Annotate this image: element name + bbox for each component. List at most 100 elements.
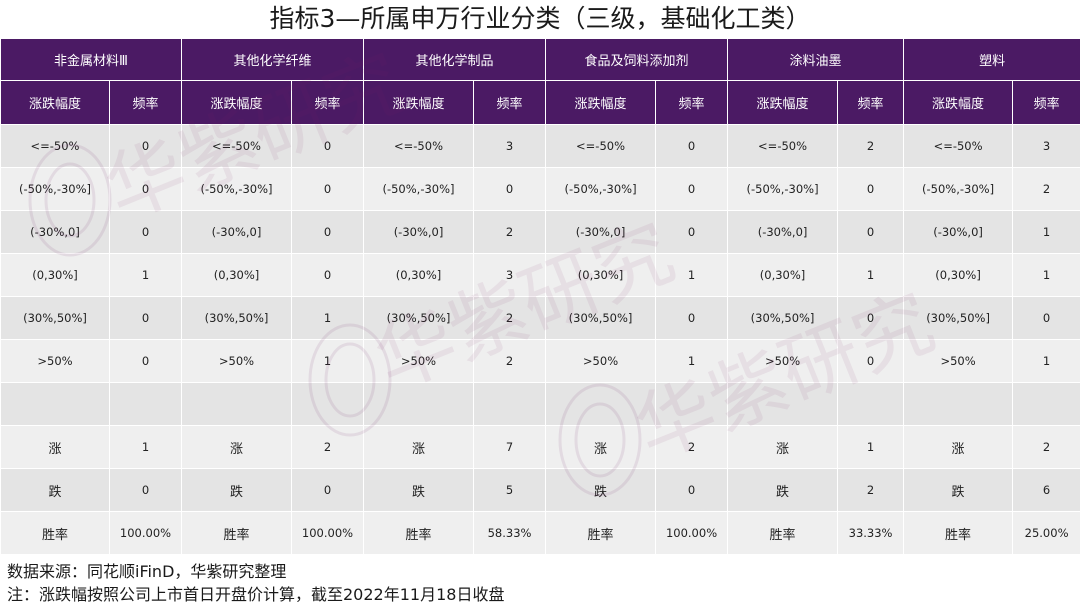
range-cell: (-30%,0]: [181, 210, 292, 254]
summary-label: 胜率: [363, 511, 475, 555]
freq-cell: 1: [1012, 253, 1080, 297]
freq-header: 频率: [109, 80, 182, 125]
summary-value: 6: [1012, 468, 1080, 512]
summary-label: 涨: [181, 425, 292, 469]
empty-cell: [181, 382, 292, 426]
range-cell: <=-50%: [363, 124, 475, 168]
range-header: 涨跌幅度: [0, 80, 110, 125]
table-row: (0,30%] 1 (0,30%] 0 (0,30%] 3 (0,30%] 1 (0,30%] 1…: [0, 253, 1080, 297]
empty-cell: [473, 382, 547, 426]
range-cell: (30%,50%]: [903, 296, 1014, 340]
freq-cell: 3: [473, 253, 547, 297]
range-cell: (-50%,-30%]: [903, 167, 1014, 211]
summary-value: 100.00%: [109, 511, 182, 555]
summary-value: 100.00%: [290, 511, 365, 555]
range-cell: >50%: [0, 339, 110, 383]
table-row: (30%,50%] 0 (30%,50%] 1 (30%,50%] 2 (30%,50%] 0…: [0, 296, 1080, 340]
subheader-row: 涨跌幅度 频率 涨跌幅度 频率 涨跌幅度 频率 涨跌幅度 频率 涨跌幅度 频率 涨跌幅度 频率: [0, 80, 1080, 125]
empty-cell: [727, 382, 839, 426]
range-cell: >50%: [545, 339, 657, 383]
range-cell: >50%: [727, 339, 839, 383]
summary-label: 涨: [0, 425, 110, 469]
freq-cell: 1: [837, 253, 905, 297]
freq-cell: 0: [837, 167, 905, 211]
industry-table: 非金属材料Ⅲ 其他化学纤维 其他化学制品 食品及饲料添加剂 涂料油墨 塑料 涨跌幅度 频率 涨跌…: [0, 38, 1080, 555]
freq-cell: 2: [473, 339, 547, 383]
source-note: 数据来源：同花顺iFinD，华紫研究整理: [7, 562, 287, 581]
notes: 数据来源：同花顺iFinD，华紫研究整理 注：涨跌幅按照公司上市首日开盘价计算，…: [7, 560, 504, 606]
summary-value: 1: [837, 425, 905, 469]
range-cell: <=-50%: [545, 124, 657, 168]
range-header: 涨跌幅度: [903, 80, 1014, 125]
summary-value: 58.33%: [473, 511, 547, 555]
empty-cell: [545, 382, 657, 426]
freq-cell: 0: [290, 124, 365, 168]
range-cell: (0,30%]: [181, 253, 292, 297]
empty-cell: [837, 382, 905, 426]
freq-cell: 0: [655, 124, 729, 168]
summary-label: 跌: [0, 468, 110, 512]
empty-cell: [290, 382, 365, 426]
range-cell: (30%,50%]: [363, 296, 475, 340]
freq-cell: 1: [1012, 339, 1080, 383]
summary-value: 25.00%: [1012, 511, 1080, 555]
range-cell: (0,30%]: [0, 253, 110, 297]
category-header: 其他化学制品: [363, 38, 547, 81]
freq-cell: 0: [109, 124, 182, 168]
range-cell: (30%,50%]: [0, 296, 110, 340]
freq-header: 频率: [290, 80, 365, 125]
summary-value: 2: [837, 468, 905, 512]
freq-cell: 0: [109, 167, 182, 211]
category-header-row: 非金属材料Ⅲ 其他化学纤维 其他化学制品 食品及饲料添加剂 涂料油墨 塑料: [0, 38, 1080, 81]
calc-note: 注：涨跌幅按照公司上市首日开盘价计算，截至2022年11月18日收盘: [7, 585, 505, 604]
range-cell: (0,30%]: [727, 253, 839, 297]
range-cell: <=-50%: [181, 124, 292, 168]
freq-cell: 0: [109, 339, 182, 383]
freq-header: 频率: [1012, 80, 1080, 125]
summary-value: 2: [1012, 425, 1080, 469]
freq-cell: 3: [473, 124, 547, 168]
table-row: <=-50% 0 <=-50% 0 <=-50% 3 <=-50% 0 <=-50% 2 <=-50…: [0, 124, 1080, 168]
range-cell: (0,30%]: [903, 253, 1014, 297]
freq-cell: 1: [1012, 210, 1080, 254]
category-header: 塑料: [903, 38, 1080, 81]
summary-label: 跌: [363, 468, 475, 512]
range-cell: (30%,50%]: [727, 296, 839, 340]
range-header: 涨跌幅度: [181, 80, 292, 125]
freq-header: 频率: [473, 80, 547, 125]
freq-cell: 0: [655, 296, 729, 340]
freq-cell: 0: [655, 210, 729, 254]
freq-cell: 0: [290, 210, 365, 254]
empty-cell: [0, 382, 110, 426]
range-cell: <=-50%: [0, 124, 110, 168]
range-cell: (-50%,-30%]: [363, 167, 475, 211]
freq-cell: 0: [837, 296, 905, 340]
summary-value: 2: [290, 425, 365, 469]
empty-cell: [109, 382, 182, 426]
freq-cell: 1: [290, 339, 365, 383]
freq-cell: 1: [109, 253, 182, 297]
spacer-row: [0, 382, 1080, 426]
freq-header: 频率: [655, 80, 729, 125]
summary-value: 0: [290, 468, 365, 512]
freq-cell: 2: [1012, 167, 1080, 211]
freq-cell: 0: [109, 296, 182, 340]
range-cell: >50%: [363, 339, 475, 383]
summary-value: 2: [655, 425, 729, 469]
page-title: 指标3—所属申万行业分类（三级，基础化工类）: [269, 4, 811, 33]
freq-header: 频率: [837, 80, 905, 125]
range-cell: (0,30%]: [363, 253, 475, 297]
summary-label: 胜率: [181, 511, 292, 555]
range-cell: (30%,50%]: [545, 296, 657, 340]
summary-label: 胜率: [0, 511, 110, 555]
freq-cell: 0: [1012, 296, 1080, 340]
summary-value: 1: [109, 425, 182, 469]
freq-cell: 2: [473, 296, 547, 340]
freq-cell: 0: [109, 210, 182, 254]
summary-label: 涨: [363, 425, 475, 469]
range-cell: (-30%,0]: [0, 210, 110, 254]
summary-label: 跌: [181, 468, 292, 512]
summary-label: 涨: [727, 425, 839, 469]
summary-value: 33.33%: [837, 511, 905, 555]
range-header: 涨跌幅度: [727, 80, 839, 125]
